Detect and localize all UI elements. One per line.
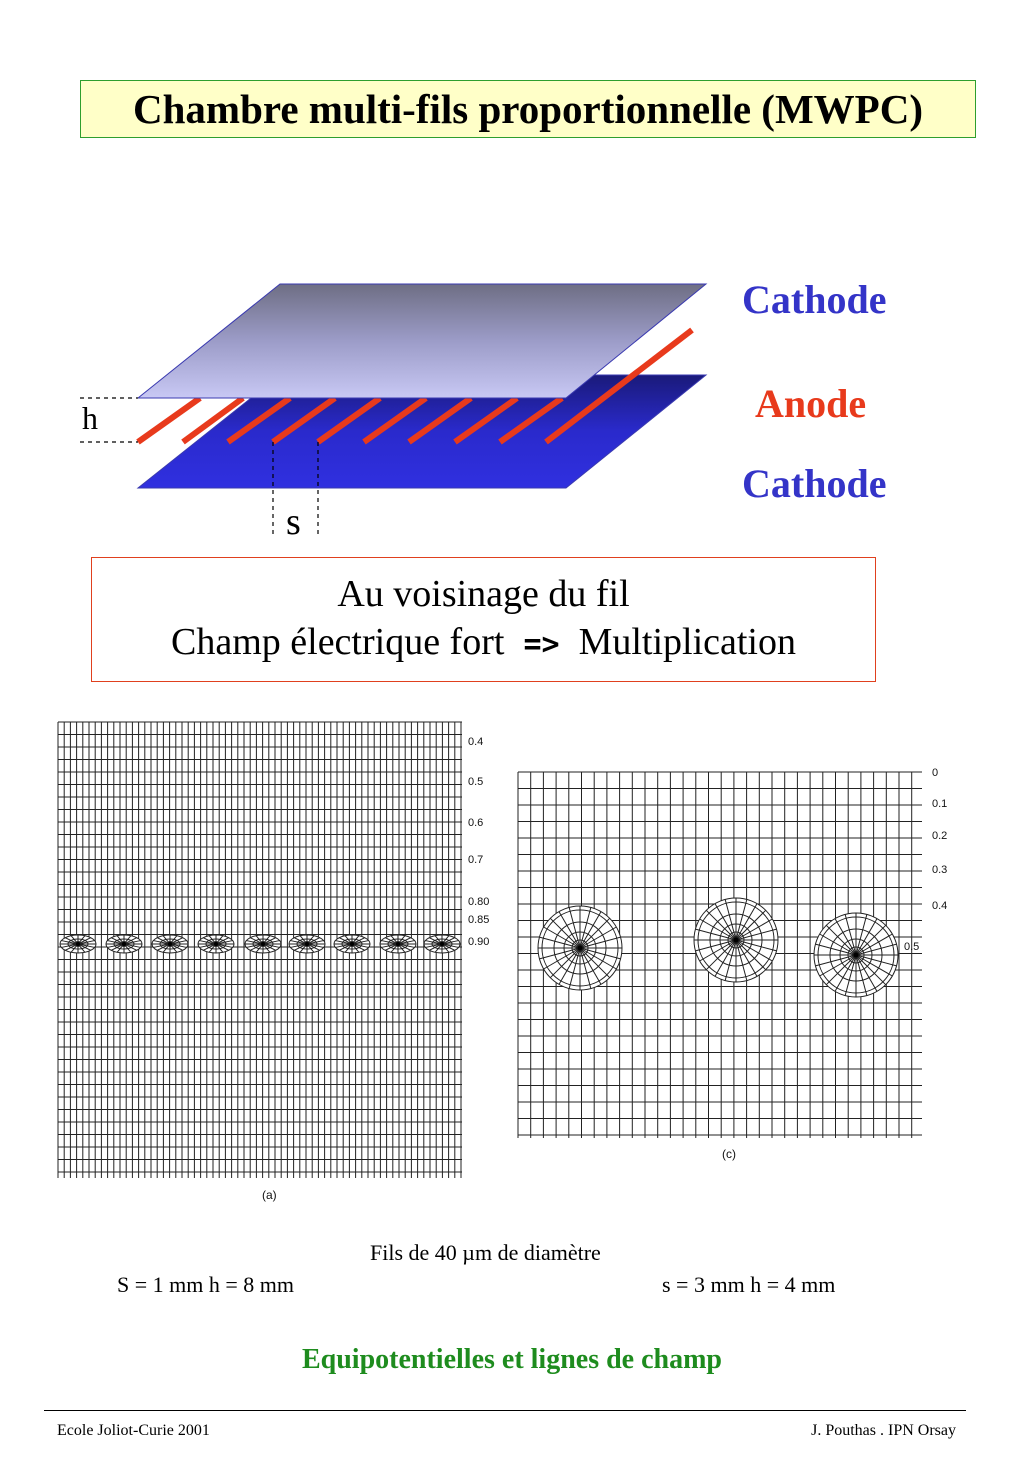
info-line-2: Champ électrique fort => Multiplication bbox=[171, 618, 796, 669]
anode-label: Anode bbox=[755, 381, 867, 426]
plot-c-level-label: 0.5 bbox=[904, 941, 919, 953]
anode-wires bbox=[136, 327, 694, 445]
info-box: Au voisinage du fil Champ électrique for… bbox=[91, 557, 876, 682]
plot-c-level-label: 0.4 bbox=[932, 900, 947, 912]
plot-c-level-label: 0.2 bbox=[932, 830, 947, 842]
cathode-bottom-label: Cathode bbox=[742, 461, 887, 506]
plot-a-level-label: 0.85 bbox=[468, 914, 489, 926]
footer-left: Ecole Joliot-Curie 2001 bbox=[57, 1422, 210, 1439]
plot-a-level-label: 0.5 bbox=[468, 776, 483, 788]
cathode-top-label: Cathode bbox=[742, 277, 887, 322]
left-params-caption: S = 1 mm h = 8 mm bbox=[117, 1272, 294, 1297]
mwpc-diagram bbox=[80, 283, 708, 536]
subtitle: Equipotentielles et lignes de champ bbox=[301, 1344, 722, 1375]
plot-c-level-label: 0.3 bbox=[932, 864, 947, 876]
right-params-caption: s = 3 mm h = 4 mm bbox=[662, 1272, 836, 1297]
plot-c-level-label: 0 bbox=[932, 767, 938, 779]
field-plot-c: 0 0.1 0.2 0.3 0.4 0.5 (c) bbox=[517, 767, 947, 1161]
wire-diameter-caption: Fils de 40 µm de diamètre bbox=[370, 1240, 601, 1265]
cathode-top-plate bbox=[136, 283, 708, 399]
s-dimension-label: s bbox=[286, 501, 301, 543]
footer-divider bbox=[44, 1410, 966, 1411]
h-dimension-label: h bbox=[82, 400, 98, 436]
field-plot-a: 0.4 0.5 0.6 0.7 0.80 0.85 0.90 (a) bbox=[57, 721, 489, 1202]
plot-a-level-label: 0.7 bbox=[468, 854, 483, 866]
plot-a-level-label: 0.6 bbox=[468, 817, 483, 829]
plot-a-level-label: 0.80 bbox=[468, 896, 489, 908]
info-line-2-start: Champ électrique fort bbox=[171, 621, 505, 663]
arrow-symbol: => bbox=[523, 627, 560, 662]
plot-a-caption: (a) bbox=[262, 1188, 277, 1202]
info-line-1: Au voisinage du fil bbox=[337, 573, 630, 615]
page-title: Chambre multi-fils proportionnelle (MWPC… bbox=[80, 80, 976, 138]
plot-c-level-label: 0.1 bbox=[932, 798, 947, 810]
footer-right: J. Pouthas . IPN Orsay bbox=[811, 1422, 956, 1439]
plot-c-caption: (c) bbox=[722, 1147, 736, 1161]
info-line-2-end: Multiplication bbox=[578, 621, 796, 663]
dimension-lines bbox=[80, 397, 319, 536]
plot-a-level-label: 0.90 bbox=[468, 936, 489, 948]
plot-a-level-label: 0.4 bbox=[468, 736, 483, 748]
